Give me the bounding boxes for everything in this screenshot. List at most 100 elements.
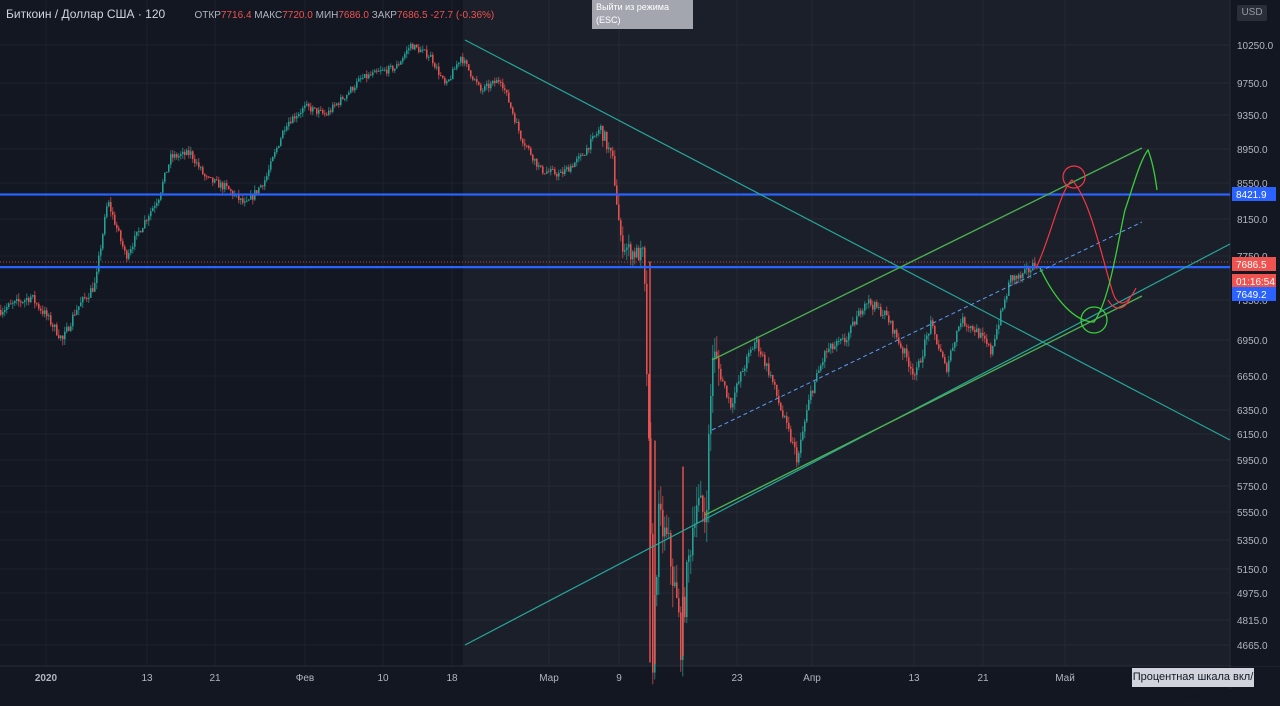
candle-body: [732, 403, 734, 408]
price-marker-label: 01:16:54: [1236, 277, 1275, 288]
candle-body: [1004, 299, 1006, 309]
candle-body: [776, 384, 778, 396]
candle-body: [772, 374, 774, 382]
price-axis[interactable]: 4665.0 4815.0 4975.0 5150.0 5350.0 5550.0 5750…: [1231, 0, 1280, 666]
y-tick-label: 5550.0: [1237, 508, 1268, 519]
candle-body: [476, 79, 478, 83]
candle-body: [876, 302, 878, 308]
candle-body: [4, 309, 6, 312]
candle-body: [84, 297, 86, 299]
candle-body: [530, 148, 532, 155]
descending-trendline[interactable]: [464, 39, 1231, 441]
candle-body: [464, 60, 466, 64]
candle-body: [348, 92, 350, 95]
candle-body: [110, 202, 112, 212]
forecast-red-path[interactable]: [1035, 179, 1137, 304]
candle-body: [694, 523, 696, 528]
candle-body: [178, 155, 180, 158]
candle-body: [928, 333, 930, 336]
candle-body: [494, 80, 496, 84]
currency-badge[interactable]: USD: [1237, 5, 1267, 21]
candle-body: [728, 397, 730, 399]
candle-body: [618, 204, 620, 221]
candle-body: [668, 533, 670, 535]
candle-body: [108, 202, 110, 207]
candle-body: [152, 207, 154, 212]
candle-body: [620, 220, 622, 236]
candle-body: [246, 200, 248, 202]
candle-body: [48, 315, 50, 317]
drawings[interactable]: [0, 39, 1231, 646]
candle-body: [880, 306, 882, 316]
candle-body: [996, 329, 998, 339]
candle-body: [612, 150, 614, 157]
candle-body: [816, 373, 818, 382]
channel-upper[interactable]: [711, 147, 1143, 361]
candle-body: [924, 339, 926, 357]
candle-body: [40, 308, 42, 311]
price-marker-label: 8421.9: [1236, 190, 1267, 201]
forecast-red-circle-top[interactable]: [1062, 165, 1086, 189]
candle-body: [334, 104, 336, 106]
candle-body: [1002, 308, 1004, 311]
candle-body: [506, 89, 508, 93]
price-chart[interactable]: 4665.0 4815.0 4975.0 5150.0 5350.0 5550.0 5750…: [0, 0, 1280, 689]
candle-body: [930, 320, 932, 334]
candle-body: [734, 392, 736, 404]
exit-fullscreen-button[interactable]: Выйти из режима (ESC): [592, 0, 693, 29]
candle-body: [74, 314, 76, 316]
candle-body: [730, 397, 732, 408]
candle-body: [204, 174, 206, 177]
candle-body: [786, 416, 788, 423]
candle-body: [676, 582, 678, 599]
candle-body: [568, 167, 570, 172]
candle-body: [554, 169, 556, 175]
channel-lower[interactable]: [704, 295, 1143, 516]
time-axis[interactable]: 2020 13 21 Фев 10 18 Мар 9 23 Апр 13 21 Май: [35, 673, 1075, 684]
candle-body: [992, 345, 994, 355]
candle-body: [390, 65, 392, 67]
candle-body: [292, 116, 294, 124]
y-tick-label: 5950.0: [1237, 456, 1268, 467]
candle-body: [64, 331, 66, 340]
candle-body: [310, 106, 312, 112]
candle-body: [910, 366, 912, 369]
candle-body: [658, 503, 660, 577]
candle-body: [890, 321, 892, 323]
candle-body: [0, 310, 2, 315]
candle-body: [968, 326, 970, 329]
candle-body: [326, 114, 328, 116]
forecast-green-circle[interactable]: [1080, 306, 1108, 334]
candle-body: [750, 349, 752, 353]
x-tick-label: Май: [1055, 673, 1075, 684]
candle-body: [962, 317, 964, 324]
candle-body: [322, 110, 324, 114]
channel-midline[interactable]: [711, 221, 1143, 431]
candle-body: [672, 566, 674, 586]
candle-body: [220, 182, 222, 188]
candle-body: [842, 338, 844, 340]
candle-body: [66, 326, 68, 332]
candle-body: [770, 374, 772, 376]
candle-body: [782, 410, 784, 417]
candle-body: [340, 97, 342, 105]
candle-body: [576, 158, 578, 163]
y-tick-label: 4975.0: [1237, 589, 1268, 600]
forecast-red-hook[interactable]: [1107, 297, 1131, 309]
candle-body: [788, 422, 790, 430]
percent-scale-toggle-button[interactable]: Процентная шкала вкл/выкл: [1132, 668, 1254, 702]
candle-body: [648, 374, 650, 439]
forecast-green-path[interactable]: [1039, 148, 1158, 323]
change-value: -27.7 (-0.36%): [430, 10, 495, 21]
candle-body: [184, 151, 186, 156]
candle-body: [82, 297, 84, 303]
candle-body: [458, 62, 460, 65]
candle-body: [28, 298, 30, 303]
candle-body: [898, 337, 900, 344]
candle-body: [268, 169, 270, 176]
candle-body: [988, 343, 990, 345]
candle-body: [948, 360, 950, 372]
candle-body: [312, 107, 314, 112]
candle-body: [858, 310, 860, 317]
candle-body: [396, 64, 398, 69]
